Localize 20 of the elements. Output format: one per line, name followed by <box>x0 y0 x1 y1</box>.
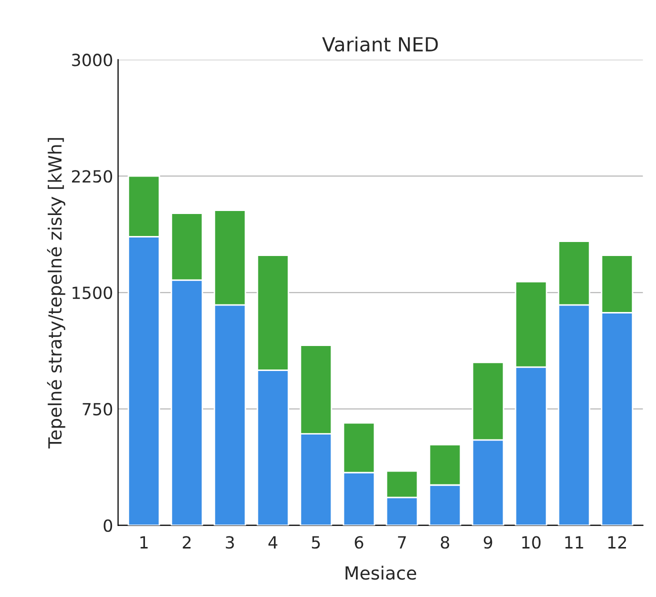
x-tick-label: 5 <box>312 536 320 549</box>
y-tick-label: 3000 <box>72 54 112 66</box>
x-tick-label: 11 <box>565 536 584 548</box>
x-tick-label: 4 <box>268 536 278 548</box>
x-tick-label: 2 <box>182 536 191 548</box>
x-tick-label: 12 <box>608 536 626 548</box>
y-tick-label: 750 <box>82 402 112 416</box>
x-axis-title: Mesiace <box>346 566 416 580</box>
y-tick-label: 2250 <box>72 170 112 183</box>
y-tick-label: 1500 <box>72 286 112 300</box>
chart-title: Variant NED <box>322 36 438 52</box>
x-tick-label: 7 <box>398 536 406 548</box>
x-tick-label: 1 <box>140 536 148 548</box>
y-axis-title: Tepelné straty/tepelné zisky [kWh] <box>47 138 66 448</box>
x-tick-label: 10 <box>522 536 541 549</box>
x-tick-label: 6 <box>354 536 364 549</box>
x-tick-label: 3 <box>226 536 234 549</box>
y-tick-label: 0 <box>104 519 112 532</box>
x-tick-label: 9 <box>484 536 492 549</box>
x-tick-label: 8 <box>440 536 450 549</box>
